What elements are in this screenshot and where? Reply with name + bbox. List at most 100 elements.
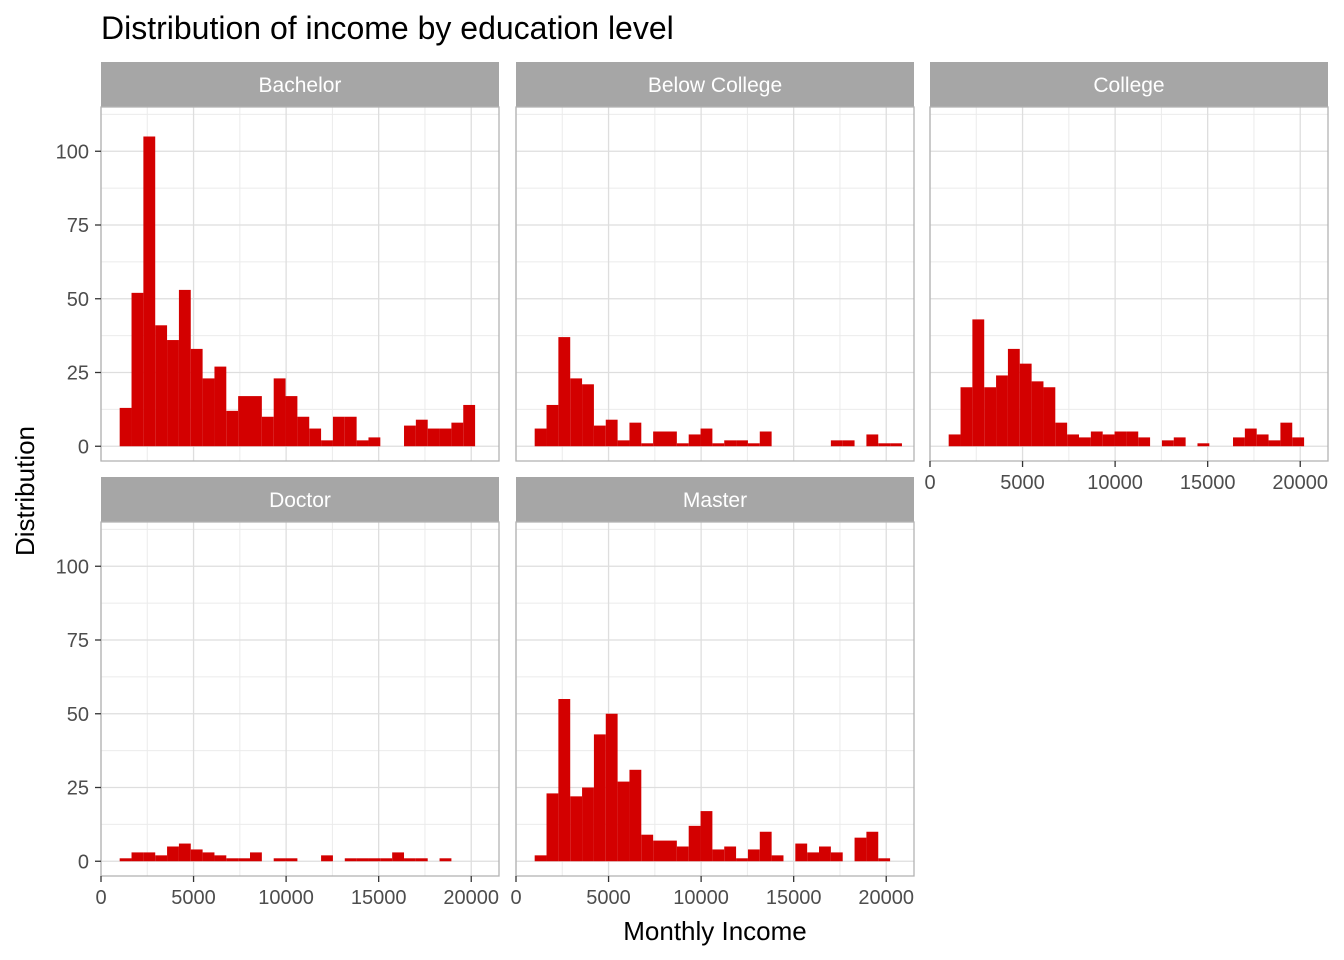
histogram-bar — [297, 416, 310, 447]
histogram-bar — [665, 840, 677, 862]
histogram-bar — [854, 837, 867, 862]
histogram-bar — [250, 852, 262, 862]
histogram-bar — [368, 858, 381, 862]
histogram-bar — [143, 852, 156, 862]
histogram-bar — [866, 434, 879, 447]
histogram-bar — [890, 443, 902, 447]
histogram-bar — [214, 855, 227, 862]
histogram-bar — [582, 787, 594, 862]
histogram-bar — [1090, 431, 1103, 447]
histogram-bar — [368, 437, 381, 447]
facet-strip — [101, 62, 499, 107]
histogram-bar — [866, 831, 879, 862]
histogram-bar — [1138, 437, 1151, 447]
x-tick-label: 0 — [95, 887, 106, 909]
histogram-bar — [356, 440, 369, 447]
histogram-bar — [972, 319, 985, 447]
y-tick-label: 0 — [78, 851, 89, 873]
histogram-bar — [593, 425, 606, 447]
histogram-bar — [190, 348, 203, 447]
histogram-bar — [1043, 387, 1056, 447]
facet-panel: Doctor 0 25 50 75 100 0 5000 10000 15000 20000 — [56, 477, 500, 909]
x-tick-label: 15000 — [766, 887, 822, 909]
histogram-bar — [830, 440, 843, 447]
histogram-bar — [1114, 431, 1127, 447]
histogram-bar — [605, 713, 618, 862]
histogram-bar — [830, 852, 843, 862]
histogram-bar — [558, 337, 571, 447]
facet-strip-label: Doctor — [269, 489, 331, 512]
histogram-bar — [1280, 422, 1293, 447]
histogram-bar — [546, 404, 559, 447]
histogram-bar — [226, 410, 239, 447]
histogram-bar — [178, 289, 191, 447]
histogram-bar — [724, 440, 737, 447]
histogram-bar — [439, 858, 452, 862]
histogram-bar — [795, 843, 808, 862]
histogram-bar — [1031, 381, 1044, 447]
histogram-bar — [214, 366, 227, 447]
histogram-bar — [238, 396, 251, 447]
histogram-bar — [629, 422, 642, 447]
histogram-bar — [1067, 434, 1080, 447]
histogram-bar — [190, 849, 203, 862]
facet-strip — [101, 477, 499, 522]
histogram-bar — [155, 855, 168, 862]
x-tick-label: 5000 — [171, 887, 216, 909]
histogram-bar — [1233, 437, 1245, 447]
histogram-bar — [463, 404, 476, 447]
histogram-bar — [380, 858, 393, 862]
histogram-bar — [143, 136, 156, 447]
panel-border — [515, 521, 915, 877]
facet-panel: College 0 5000 10000 15000 20000 — [924, 62, 1329, 494]
histogram-bar — [1161, 440, 1174, 447]
y-axis-label: Distribution — [10, 426, 40, 556]
histogram-bar — [807, 852, 820, 862]
histogram-bar — [451, 422, 464, 447]
histogram-bar — [629, 769, 642, 862]
histogram-bar — [238, 858, 251, 862]
histogram-bar — [570, 378, 583, 447]
histogram-bar — [155, 325, 168, 447]
histogram-bar — [285, 396, 298, 447]
histogram-bar — [167, 340, 179, 447]
histogram-bar — [759, 431, 772, 447]
y-tick-label: 75 — [67, 215, 89, 237]
facet-panel: Below College — [515, 62, 915, 462]
histogram-bar — [1126, 431, 1139, 447]
histogram-bar — [1102, 434, 1115, 447]
x-tick-label: 10000 — [1087, 472, 1143, 494]
facet-panel: Bachelor 0 25 50 75 100 — [56, 62, 500, 462]
x-tick-label: 20000 — [1272, 472, 1328, 494]
y-tick-label: 50 — [67, 704, 89, 726]
histogram-bar — [534, 428, 547, 447]
facet-strip-label: Below College — [648, 74, 782, 97]
histogram-bar — [273, 378, 286, 447]
histogram-bar — [178, 843, 191, 862]
histogram-bar — [261, 416, 274, 447]
histogram-bar — [676, 846, 689, 862]
histogram-bar — [250, 396, 262, 447]
histogram-bar — [202, 378, 215, 447]
histogram-bar — [878, 443, 891, 447]
histogram-bar — [653, 840, 666, 862]
histogram-bar — [404, 425, 416, 447]
histogram-bar — [736, 440, 748, 447]
y-tick-label: 50 — [67, 289, 89, 311]
histogram-bar — [593, 734, 606, 862]
histogram-bar — [1197, 443, 1210, 447]
histogram-bar — [736, 858, 748, 862]
histogram-bar — [202, 852, 215, 862]
facet-strip — [930, 62, 1328, 107]
histogram-bar — [1055, 422, 1068, 447]
histogram-bar — [1173, 437, 1186, 447]
histogram-bar — [321, 855, 333, 862]
histogram-bar — [131, 852, 144, 862]
histogram-bar — [1268, 440, 1281, 447]
histogram-bar — [1244, 428, 1257, 447]
histogram-bar — [688, 825, 701, 862]
histogram-bar — [1079, 437, 1091, 447]
histogram-bar — [131, 292, 144, 447]
y-tick-label: 25 — [67, 778, 89, 800]
